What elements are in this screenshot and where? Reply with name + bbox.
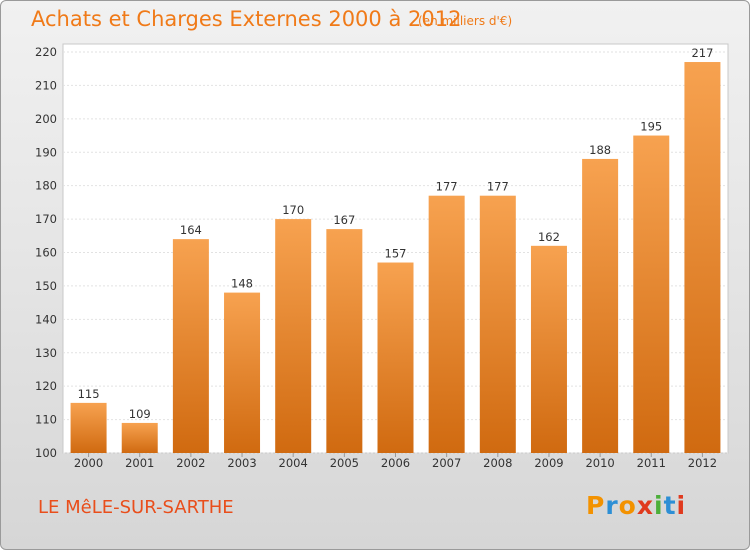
x-tick-label-2002: 2002: [176, 456, 205, 470]
y-tick-label: 170: [35, 212, 57, 226]
logo-letter: i: [676, 491, 687, 520]
bar-2001: [121, 422, 158, 453]
bar-2004: [275, 219, 312, 453]
x-tick-label-2011: 2011: [637, 456, 666, 470]
y-tick-label: 100: [35, 446, 57, 460]
bar-2003: [224, 292, 261, 453]
x-tick-label-2003: 2003: [227, 456, 256, 470]
y-tick-label: 110: [35, 413, 57, 427]
bar-2009: [530, 245, 567, 453]
logo-letter: i: [654, 491, 664, 520]
y-tick-label: 190: [35, 145, 57, 159]
bar-2005: [326, 229, 363, 453]
x-tick-label-2001: 2001: [125, 456, 154, 470]
y-tick-label: 150: [35, 279, 57, 293]
x-tick-label-2006: 2006: [381, 456, 410, 470]
bar-2010: [582, 158, 619, 453]
logo-letter: r: [605, 491, 619, 520]
bar-2008: [479, 195, 516, 454]
y-tick-label: 130: [35, 346, 57, 360]
y-axis-ticks: 100 110 120 130 140 150 160 170 180 190 200 210 220: [35, 45, 57, 460]
bar-2011: [633, 135, 670, 453]
value-label-2009: 162: [538, 230, 560, 244]
x-tick-label-2010: 2010: [585, 456, 614, 470]
y-tick-label: 210: [35, 78, 57, 92]
x-tick-label-2009: 2009: [534, 456, 563, 470]
x-tick-label-2004: 2004: [279, 456, 308, 470]
y-tick-label: 220: [35, 45, 57, 59]
chart-unit: (en milliers d'€): [418, 14, 513, 28]
logo-letter: t: [663, 491, 677, 520]
x-tick-label-2005: 2005: [330, 456, 359, 470]
y-tick-label: 160: [35, 246, 57, 260]
x-tick-label-2007: 2007: [432, 456, 461, 470]
y-tick-label: 200: [35, 112, 57, 126]
logo-letter: x: [636, 491, 654, 520]
bar-2006: [377, 262, 414, 453]
bar-2007: [428, 195, 465, 454]
value-label-2010: 188: [589, 143, 611, 157]
value-label-2011: 195: [640, 120, 662, 134]
value-labels: 115 109 164 148 170 167 157 177 177 162 188 195 217: [78, 46, 714, 421]
y-tick-label: 140: [35, 312, 57, 326]
x-tick-label-2000: 2000: [74, 456, 103, 470]
x-axis-ticks: 2000 2001 2002 2003 2004 2005 2006 2007 2008 2009…: [74, 453, 717, 470]
value-label-2006: 157: [385, 247, 407, 261]
proxiti-logo: Proxiti: [586, 491, 686, 520]
value-label-2004: 170: [282, 203, 304, 217]
value-label-2001: 109: [129, 407, 151, 421]
y-tick-label: 180: [35, 179, 57, 193]
logo-letter: P: [586, 491, 606, 520]
value-label-2012: 217: [691, 46, 713, 60]
bar-2002: [172, 239, 209, 453]
value-label-2000: 115: [78, 387, 100, 401]
chart-title: Achats et Charges Externes 2000 à 2012: [31, 7, 462, 31]
commune-name: LE MêLE-SUR-SARTHE: [38, 497, 234, 518]
x-tick-label-2012: 2012: [688, 456, 717, 470]
value-label-2007: 177: [436, 180, 458, 194]
value-label-2003: 148: [231, 277, 253, 291]
logo-letter: o: [618, 491, 637, 520]
y-tick-label: 120: [35, 379, 57, 393]
bar-2000: [70, 402, 107, 453]
value-label-2005: 167: [333, 213, 355, 227]
bar-2012: [684, 62, 721, 454]
value-label-2008: 177: [487, 180, 509, 194]
value-label-2002: 164: [180, 223, 202, 237]
x-tick-label-2008: 2008: [483, 456, 512, 470]
bars: [70, 62, 721, 454]
